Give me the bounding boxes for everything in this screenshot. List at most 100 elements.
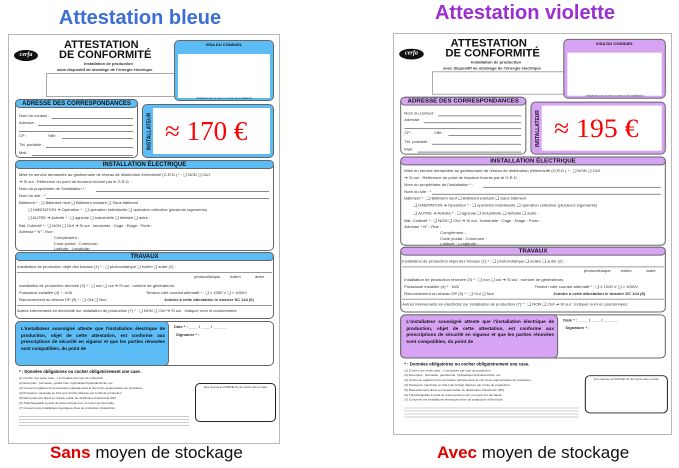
phone-line[interactable]: [46, 147, 133, 148]
heading-blue: Attestation bleue: [58, 7, 222, 29]
address-line-2[interactable]: [19, 131, 133, 132]
row-site: Nom du site : *: [19, 193, 46, 198]
col-wind: éolien: [230, 274, 241, 279]
works-voltage: Tension côté courant alternatif * : ❑ ≤ …: [534, 284, 639, 289]
installer-label: INSTALLATEUR: [146, 112, 153, 151]
city-line[interactable]: [62, 138, 133, 139]
footnote: (7) Concerne les installations électriqu…: [19, 406, 116, 410]
address-label: Adresse :: [404, 117, 422, 123]
footnotes: (1) Cocher une seule case : 1 formulaire…: [404, 369, 589, 428]
visa-stamp-area: [567, 52, 662, 96]
footnote: (2) Exemples : biomasse, géothermie, hyd…: [404, 373, 502, 378]
title-3: Installation de production: [84, 61, 133, 66]
caption-violet-bold: Avec: [437, 443, 478, 462]
caption-violet: Avec moyen de stockage: [437, 443, 629, 463]
mail-label: Mail :: [19, 150, 29, 155]
works-power: Puissance installée (4) * : kVA: [19, 290, 73, 295]
consuel-reserved-text: Zone réservée au CONSUEL Ne rien inscrir…: [203, 386, 268, 389]
footnote: (5) Raccordement direct au réseau public…: [404, 387, 505, 392]
row-address: Adresse * N° : Rue :: [404, 224, 442, 230]
footnote: (1) Cocher une seule case : 1 formulaire…: [19, 376, 105, 380]
site-line[interactable]: [431, 193, 661, 195]
consuel-reserved-text: Zone réservée au CONSUEL Ne rien inscrir…: [593, 378, 659, 382]
signature-field[interactable]: Signature * :: [565, 325, 590, 331]
installation-header: INSTALLATION ÉLECTRIQUE: [400, 156, 666, 166]
contact-line[interactable]: [438, 115, 522, 117]
works-renovated: Installation de production rénovée (3) *…: [404, 277, 564, 283]
address-line[interactable]: [423, 122, 522, 124]
works-connection: Raccordement au réseau DP (5) * : ❑ Oui …: [19, 297, 107, 302]
row-other: ❑ AUTRE ➔ Activité * : ❑ agricole ❑ indu…: [28, 215, 151, 220]
city-label: Ville :: [434, 130, 444, 135]
date-field[interactable]: Date * : ____ / ____ / ______: [563, 317, 618, 323]
footnotes: (1) Cocher une seule case : 1 formulaire…: [19, 377, 199, 437]
row-pdl: ➔ Si oui : Référence du point de livrais…: [404, 175, 521, 181]
footnote: (5) Raccordement direct au réseau public…: [19, 396, 118, 400]
address-line-2[interactable]: [404, 128, 522, 130]
row-other: ❑ AUTRE ➔ Activité * : ❑ agricole ❑ indu…: [413, 210, 539, 216]
works-others: Autres intervenants en électricité sur i…: [402, 301, 628, 307]
statement-text: L'installateur soussigné atteste que l'i…: [21, 326, 165, 351]
title-1: ATTESTATION: [450, 37, 527, 50]
works-header: TRAVAUX: [15, 252, 274, 261]
price-estimate: ≈ 195 €: [554, 113, 639, 143]
row-collective: Bât. Collectif * : ❑ NON ❑ OUI ➔ Si oui …: [19, 223, 153, 228]
owner-line[interactable]: [96, 191, 269, 192]
col-pv: photovoltaïque: [583, 268, 611, 274]
installer-section: INSTALLATEUR ≈ 195 €: [530, 101, 666, 155]
contact-line[interactable]: [52, 118, 133, 119]
col-pv: photovoltaïque: [194, 274, 221, 279]
works-attach: Joindre à cette attestation le dossier S…: [553, 290, 646, 296]
works-type: Installation de production objet des tra…: [17, 264, 176, 269]
title-2: DE CONFORMITÉ: [445, 47, 540, 60]
row-complement: Complément :: [54, 235, 79, 240]
caption-blue-bold: Sans: [50, 443, 91, 462]
visa-stamp-area: [178, 54, 270, 98]
address-line[interactable]: [38, 125, 133, 126]
owner-line[interactable]: [483, 186, 661, 188]
mail-line[interactable]: [417, 151, 522, 153]
phone-line[interactable]: [431, 143, 522, 145]
footnote: (4) Puissance maximale en kVa (voir Arrê…: [404, 383, 511, 387]
cp-label: CP :: [404, 130, 413, 135]
installer-stamp-area: [153, 108, 270, 154]
cerfa-logo: cerfa: [399, 48, 424, 60]
installation-section: INSTALLATION ÉLECTRIQUE Mise en service …: [400, 156, 666, 246]
date-field[interactable]: Date * : ____ / ____ / ______: [174, 324, 227, 329]
mail-line[interactable]: [32, 155, 133, 156]
statement-section: L'installateur soussigné atteste que l'i…: [400, 314, 666, 359]
address-header: ADRESSE DES CORRESPONDANCES: [15, 99, 138, 108]
site-line[interactable]: [46, 198, 269, 199]
visa-title: VISA DU CONSUEL: [205, 42, 243, 47]
row-habitation: ❑ HABITATION ➔ Opération * : ❑ opération…: [28, 207, 207, 212]
works-table: [402, 266, 664, 300]
mail-label: Mail :: [404, 146, 415, 152]
visa-footnote: (obligatoire pour la mise en service de …: [195, 97, 253, 100]
statement-box: [400, 314, 559, 359]
subtitle: avec dispositif de stockage de l'énergie…: [443, 65, 541, 71]
signature-field[interactable]: Signature * :: [176, 332, 200, 337]
city-line[interactable]: [448, 134, 522, 136]
caption-blue: Sans moyen de stockage: [50, 443, 243, 463]
row-building: Bâtiment * : ❑ Bâtiment neuf ❑ Bâtiment …: [19, 200, 139, 205]
subtitle: sans dispositif de stockage de l'énergie…: [57, 67, 153, 72]
heading-violet: Attestation violette: [434, 2, 616, 24]
title-3: Installation de production: [470, 59, 522, 65]
installation-header: INSTALLATION ÉLECTRIQUE: [15, 160, 274, 169]
footnote: (6) Téléchargeable à partir de www.consu…: [404, 392, 503, 397]
footnote: (1) Cocher une seule case : 1 formulaire…: [404, 368, 492, 373]
row-postal: Code postal : Commune :: [54, 241, 100, 246]
visa-title: VISA DU CONSUEL: [595, 40, 634, 46]
col-other: autre: [255, 274, 265, 279]
title-2: DE CONFORMITÉ: [59, 49, 152, 61]
installer-stamp-area: [541, 105, 662, 151]
legal-text-lines: [404, 406, 579, 419]
phone-label: Tél. portable :: [404, 138, 430, 144]
col-wind: éolien: [620, 268, 632, 274]
city-label: Ville :: [48, 133, 58, 138]
address-header: ADRESSE DES CORRESPONDANCES: [400, 96, 527, 106]
reserved-box: [46, 73, 176, 97]
works-type: Installation de production objet des tra…: [402, 258, 565, 264]
address-section: ADRESSE DES CORRESPONDANCES Nom du conta…: [15, 99, 138, 158]
row-owner: Nom du propriétaire de l'installation * …: [19, 186, 87, 191]
